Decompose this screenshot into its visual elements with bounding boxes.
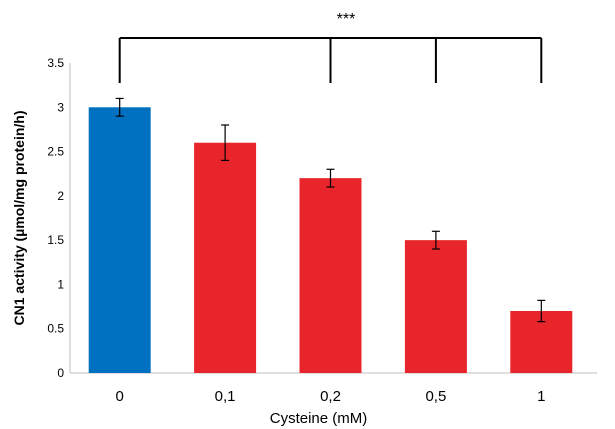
y-tick-label: 1 (57, 277, 64, 291)
x-category-label: 0 (116, 388, 124, 405)
x-category-labels: 0 0,1 0,2 0,5 1 (116, 388, 546, 405)
y-tick-label: 2 (57, 189, 64, 203)
y-tick-label: 3 (57, 100, 64, 114)
y-tick-label: 3.5 (47, 56, 64, 70)
x-category-label: 1 (537, 388, 545, 405)
x-category-label: 0,5 (425, 388, 446, 405)
bar (404, 240, 467, 373)
bar (88, 107, 151, 374)
x-category-label: 0,2 (320, 388, 341, 405)
y-tick-label: 0 (57, 366, 64, 380)
y-tick-label: 2.5 (47, 145, 64, 159)
bar (299, 178, 362, 373)
y-tick-label: 1.5 (47, 233, 64, 247)
error-bars (115, 97, 546, 323)
x-axis-title: Cysteine (mM) (270, 410, 368, 427)
bars (88, 107, 573, 374)
x-category-label: 0,1 (215, 388, 236, 405)
significance-bracket (118, 37, 543, 83)
y-axis-title: CN1 activity (µmol/mg protein/h) (11, 111, 27, 326)
y-tick-label: 0.5 (47, 322, 64, 336)
y-tick-labels: 0 0.5 1 1.5 2 2.5 3 3.5 (47, 56, 64, 380)
bar (194, 142, 257, 373)
significance-label: *** (337, 11, 356, 28)
